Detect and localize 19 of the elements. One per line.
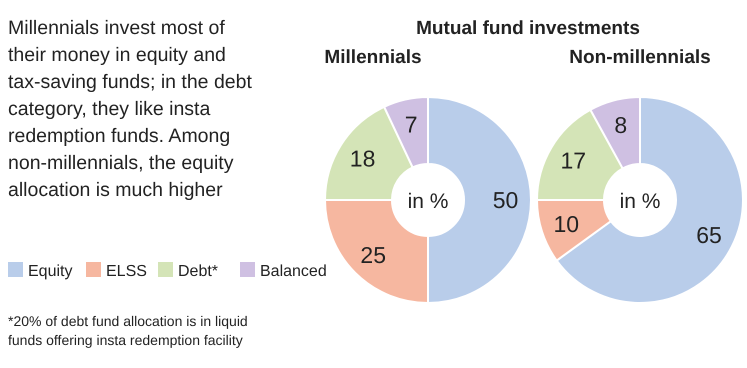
chart-title: Mutual fund investments (416, 18, 640, 39)
chart-title: Non-millennials (569, 47, 711, 68)
data-label: 17 (560, 148, 586, 174)
text: in % (620, 190, 660, 213)
data-label: 7 (404, 111, 418, 138)
text: *20% of debt fund allocation is in liquid funds offering insta redemption facility (8, 313, 248, 348)
legend-label: ELSS (106, 263, 147, 280)
chart-subtitle: Millennials (324, 47, 422, 68)
legend-label: Debt* (178, 263, 218, 280)
text: in % (408, 190, 448, 213)
legend-label: Balanced (260, 263, 327, 280)
data-label: 8 (614, 112, 628, 138)
data-label: 65 (696, 222, 722, 248)
legend-label: Equity (28, 263, 72, 280)
data-label: 18 (350, 145, 376, 172)
text: Millennials invest most of their money in equity and tax-saving funds; in the debt category, they like insta redemption funds. Among non-millennials, the equity allocation is much higher (8, 17, 252, 201)
data-label: 10 (553, 210, 580, 237)
data-label: 50 (492, 187, 518, 213)
data-label: 25 (360, 242, 386, 268)
